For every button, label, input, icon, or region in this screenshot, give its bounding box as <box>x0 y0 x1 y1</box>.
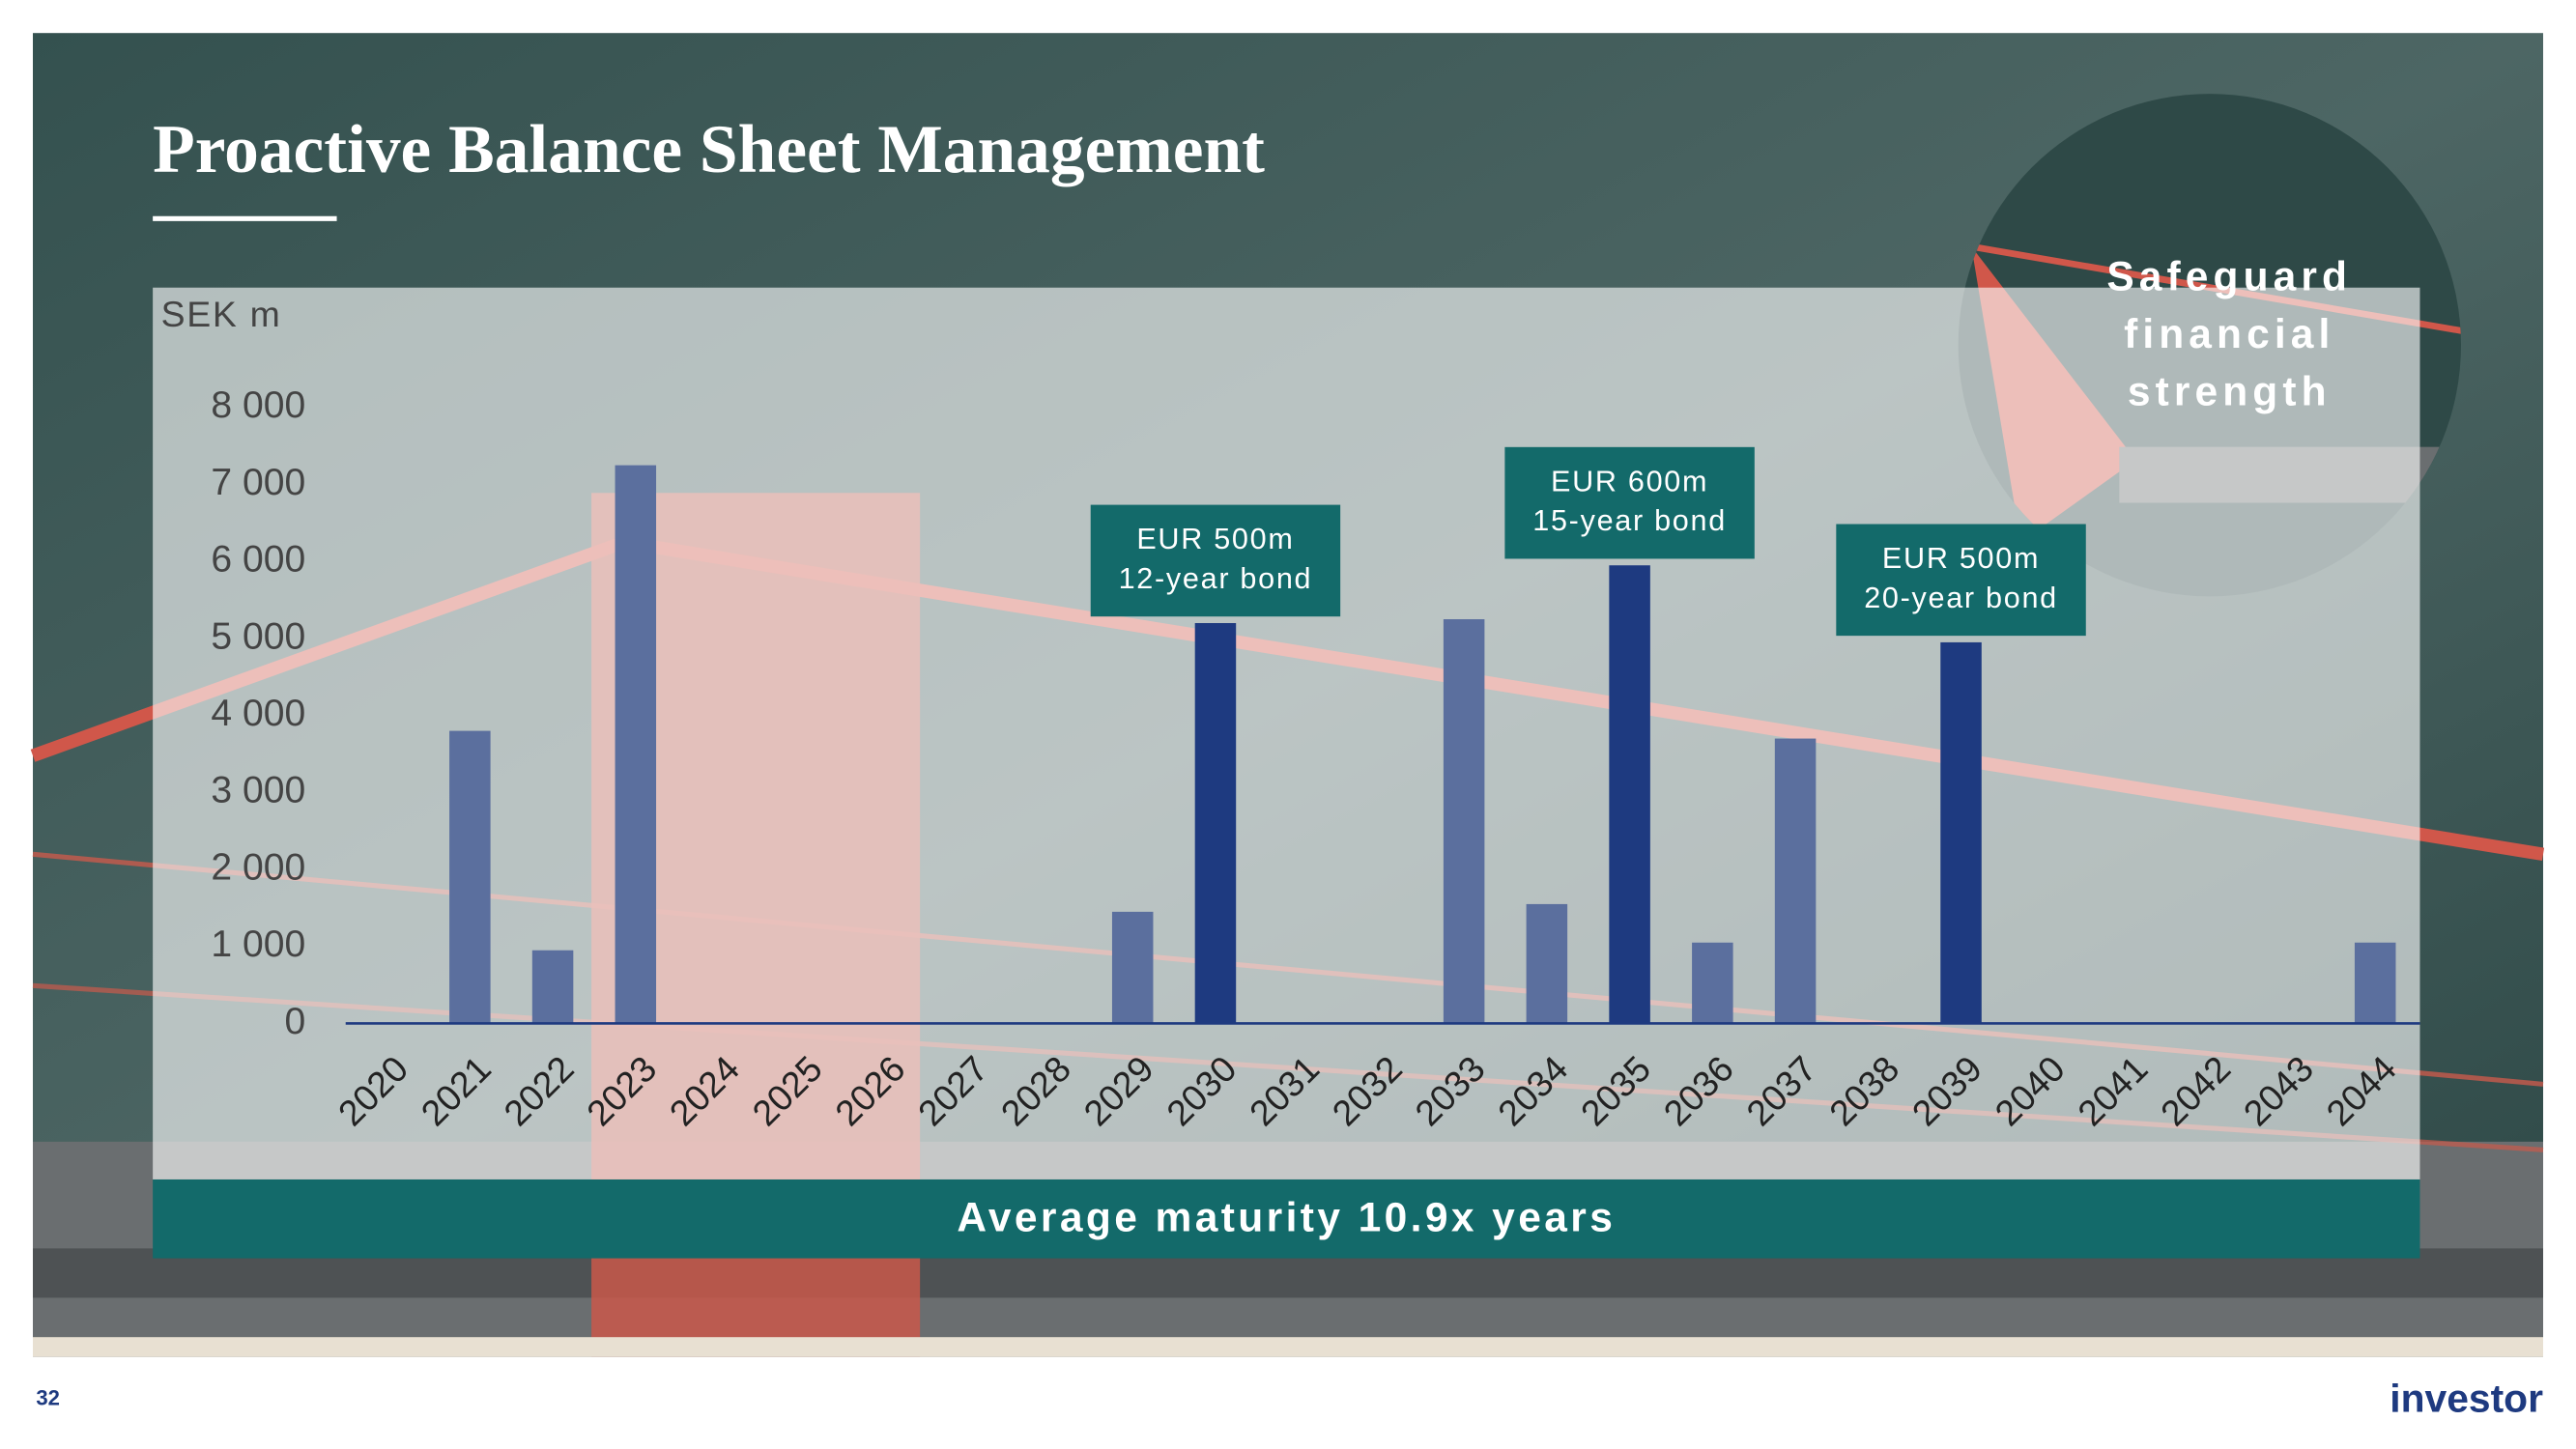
bar <box>449 730 491 1024</box>
annotation-text: 20-year bond <box>1864 582 2058 614</box>
bar <box>1443 619 1485 1024</box>
annotation-text: EUR 600m <box>1551 465 1708 497</box>
annotation-text: EUR 500m <box>1882 542 2040 575</box>
y-tick-label: 7 000 <box>211 462 305 503</box>
annotation-text: 15-year bond <box>1532 504 1727 537</box>
y-tick-label: 6 000 <box>211 539 305 581</box>
y-tick-label: 2 000 <box>211 846 305 888</box>
bar <box>615 465 657 1024</box>
annotation-text: 12-year bond <box>1119 562 1313 595</box>
bar <box>1940 641 1982 1024</box>
unit-label: SEK m <box>161 294 282 334</box>
y-tick-label: 0 <box>284 1001 305 1042</box>
banner-text: Average maturity 10.9x years <box>957 1196 1616 1241</box>
bar <box>1111 911 1154 1024</box>
annotation-box <box>1836 524 2086 637</box>
y-tick-label: 8 000 <box>211 384 305 426</box>
chart-panel <box>153 287 2420 1179</box>
bar <box>1194 623 1237 1024</box>
annotation-text: EUR 500m <box>1136 523 1294 555</box>
y-tick-label: 1 000 <box>211 923 305 965</box>
circle-text-line: financial <box>2124 312 2334 357</box>
logo: investor <box>2390 1376 2543 1420</box>
page-number: 32 <box>36 1386 60 1410</box>
circle-text-line: strength <box>2128 369 2332 414</box>
bar <box>2354 942 2396 1024</box>
slide-title: Proactive Balance Sheet Management <box>153 111 1265 187</box>
y-tick-label: 4 000 <box>211 693 305 734</box>
annotation-box <box>1504 446 1755 559</box>
circle-text-line: Safeguard <box>2106 254 2352 299</box>
bar <box>1692 942 1733 1024</box>
banner <box>153 1179 2420 1259</box>
circle-text: Safeguard financial strength <box>2106 254 2352 414</box>
bar <box>1609 565 1650 1024</box>
annotation-box <box>1090 504 1341 617</box>
y-tick-label: 5 000 <box>211 615 305 657</box>
bar <box>531 950 574 1024</box>
y-tick-label: 3 000 <box>211 770 305 811</box>
bar <box>1774 738 1817 1024</box>
bar <box>1526 903 1568 1024</box>
